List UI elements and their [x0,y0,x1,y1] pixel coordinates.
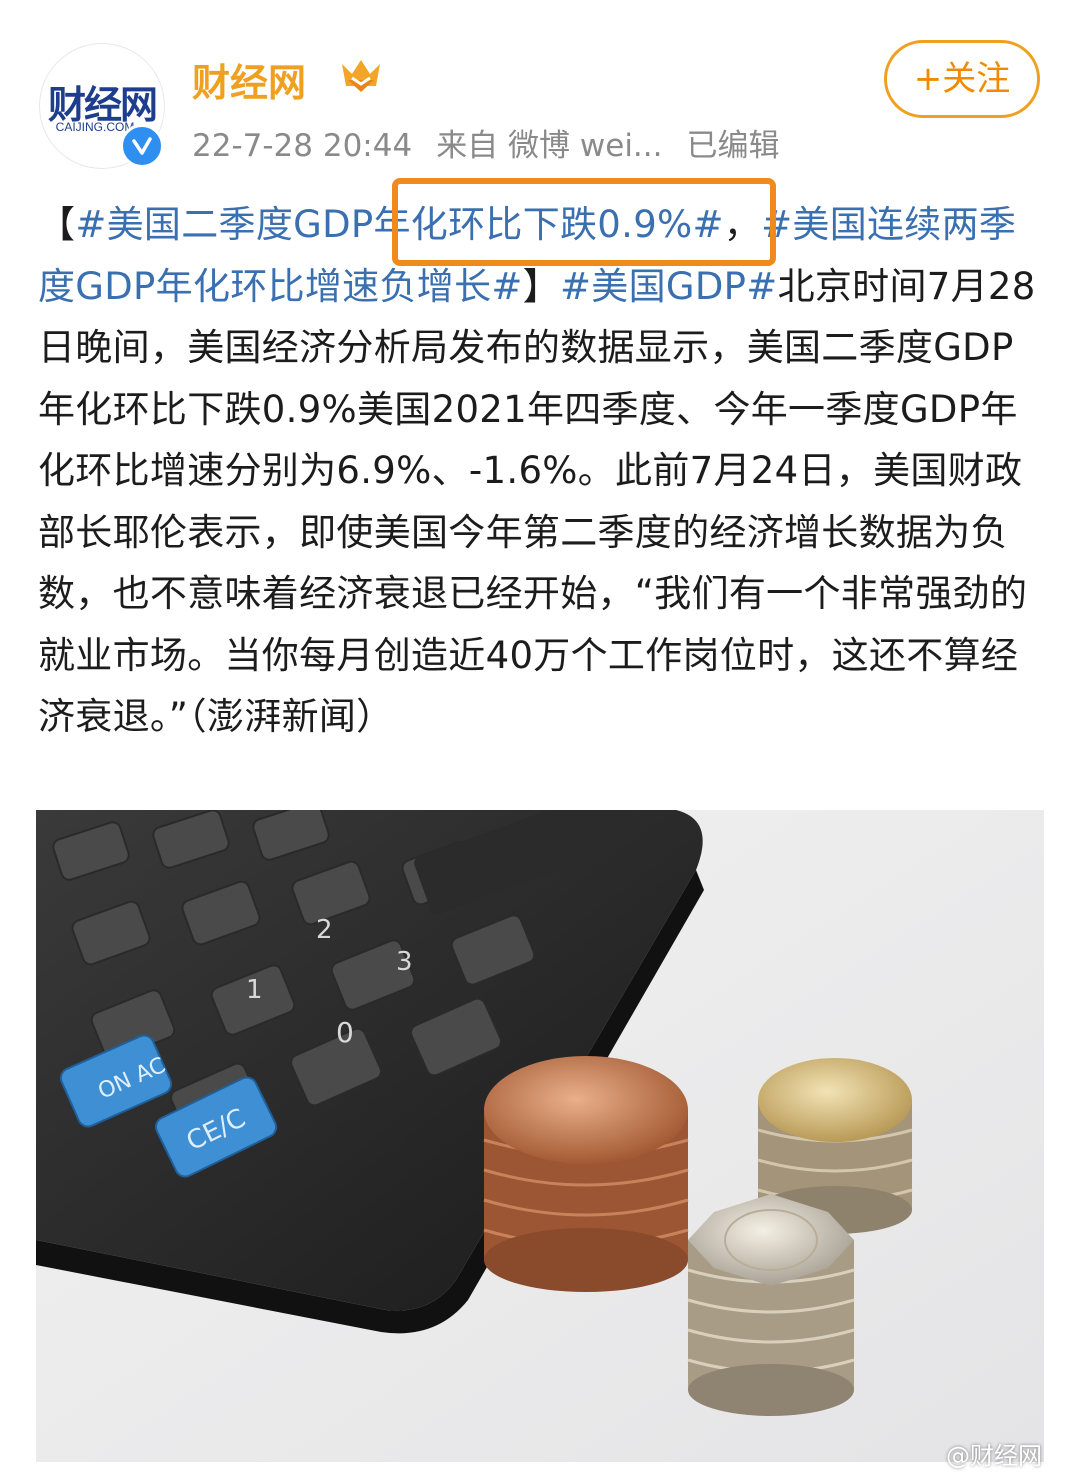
avatar[interactable]: 财经网 CAIJING.COM [40,44,164,168]
verified-badge-icon [120,124,164,168]
avatar-sub: CAIJING.COM [55,120,135,134]
edited-label[interactable]: 已编辑 [686,128,780,164]
highlight-annotation-box [392,178,776,266]
copper-coin-stack [483,1056,689,1292]
hashtag-gdp-drop[interactable]: #美国二季度GDP年化环比下跌0.9%# [75,203,724,246]
gold-coin-stack [757,1058,913,1234]
key-3: 3 [396,947,413,977]
key-2: 2 [316,915,333,945]
post-image[interactable]: ON AC CE/C 0 1 2 3 [36,810,1044,1462]
post-text: 【#美国二季度GDP年化环比下跌0.9%#，#美国连续两季度GDP年化环比增速负… [38,194,1048,748]
bracket-close: 】 [522,264,560,308]
account-name[interactable]: 财经网 [192,61,307,105]
post-body: 北京时间7月28日晚间，美国经济分析局发布的数据显示，美国二季度GDP年化环比下… [38,264,1036,739]
hashtag-us-gdp[interactable]: #美国GDP# [560,264,778,308]
silver-coin-stack [687,1194,855,1416]
separator: ， [723,203,762,246]
avatar-logo: 财经网 [47,83,158,127]
post-meta: 22-7-28 20:44 来自 微博 wei... 已编辑 [192,120,804,165]
vip-crown-icon [342,60,380,92]
key-1: 1 [246,975,263,1005]
source[interactable]: 来自 微博 wei... [436,128,663,164]
key-0: 0 [336,1016,354,1049]
bracket-open: 【 [38,203,76,246]
timestamp: 22-7-28 20:44 [192,128,413,164]
follow-button[interactable]: +关注 [884,40,1040,118]
watermark: @财经网 [946,1442,1042,1470]
hashtag-two-quarters[interactable]: #美国连续两季度GDP年化环比增速负增长# [38,203,1017,308]
